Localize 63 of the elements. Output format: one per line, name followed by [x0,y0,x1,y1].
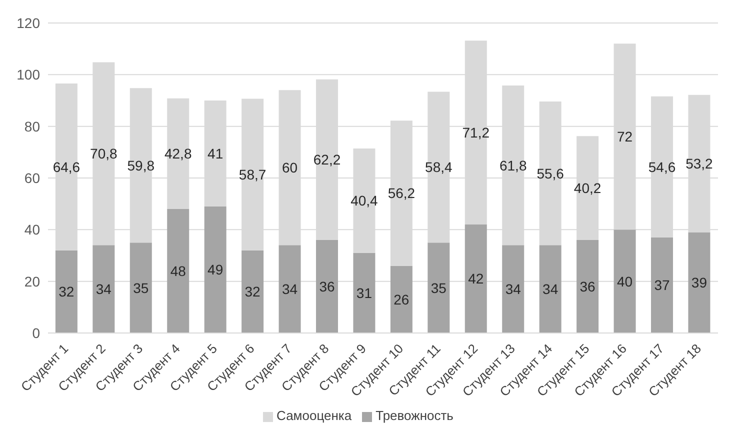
bar [576,240,599,333]
data-label: 31 [356,284,372,301]
data-label: 35 [430,280,447,296]
data-label: 34 [282,281,298,298]
data-label: 34 [96,281,112,298]
bar [353,252,376,333]
bar [242,250,264,333]
legend-label: Тревожность [376,408,454,423]
y-tick-label: 120 [16,14,40,31]
bar [502,245,524,333]
data-label: 70,8 [90,146,118,162]
data-label: 32 [244,284,261,300]
data-label: 34 [542,281,558,298]
data-label: 61,8 [499,157,527,174]
data-label: 40,2 [574,180,602,196]
data-label: 37 [654,277,670,294]
data-label: 54,6 [648,158,676,175]
bar [539,245,562,333]
bar [651,237,673,333]
data-label: 72 [616,128,633,145]
data-label: 35 [133,280,149,296]
data-label: 53,2 [686,156,714,172]
data-label: 58,7 [238,166,266,182]
bar [92,245,115,333]
data-label: 42,8 [164,146,192,162]
bar [464,224,487,333]
data-label: 60 [282,160,298,176]
bar [614,230,636,333]
data-label: 40,4 [350,192,378,209]
data-label: 58,4 [425,159,453,176]
legend-label: Самооценка [276,408,352,423]
y-tick-label: 100 [16,66,40,83]
data-label: 34 [505,281,522,298]
data-label: 32 [58,284,74,300]
bar [204,206,226,333]
data-label: 59,8 [127,157,155,174]
data-label: 36 [580,278,596,294]
data-label: 42 [468,270,484,287]
bar [55,250,78,333]
bar [390,266,412,333]
data-label: 40 [616,273,633,290]
data-label: 49 [208,262,224,278]
data-label: 41 [208,145,224,162]
y-tick-label: 40 [24,222,40,238]
data-label: 48 [170,262,186,279]
data-label: 26 [394,291,410,308]
data-label: 36 [319,278,335,294]
y-tick-label: 20 [24,273,40,290]
bar [130,242,152,333]
y-tick-label: 0 [32,324,40,341]
bar [316,240,338,333]
data-label: 55,6 [536,165,564,182]
data-label: 56,2 [388,185,416,202]
data-label: 39 [691,274,708,291]
bar [278,245,301,333]
y-tick-label: 60 [24,170,40,186]
bar [167,209,190,333]
data-label: 71,2 [462,124,490,141]
data-label: 64,6 [52,158,80,175]
bar [428,242,450,333]
bar [688,232,710,333]
y-tick-label: 80 [24,118,40,134]
data-label: 62,2 [313,152,341,168]
